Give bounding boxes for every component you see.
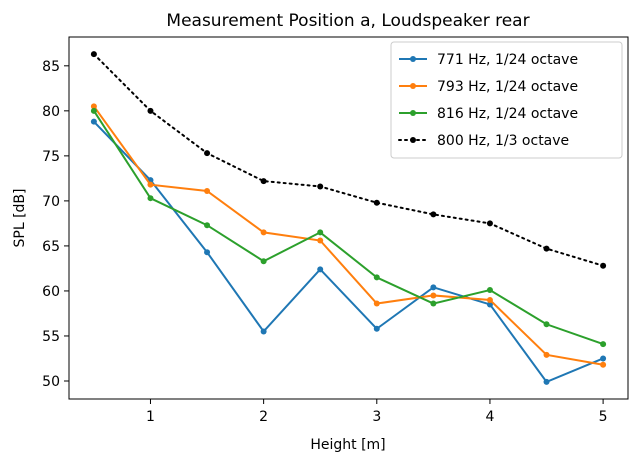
series-3-point [90,107,97,114]
legend-label: 816 Hz, 1/24 octave [437,106,578,122]
series-4-point [260,178,267,185]
legend-label: 800 Hz, 1/3 octave [437,133,569,149]
series-3-point [543,321,550,328]
series-1-point [90,118,97,125]
legend-swatch-marker [410,110,416,116]
series-3-point [260,258,267,265]
y-axis-label: SPL [dB] [12,189,28,248]
legend: 771 Hz, 1/24 octave 793 Hz, 1/24 octave 81… [390,41,623,159]
series-1-point [204,249,211,256]
series-1-point [260,328,267,335]
series-2-point [486,296,493,303]
x-tick-label: 3 [372,409,381,425]
legend-label: 793 Hz, 1/24 octave [437,79,578,95]
series-1-point [430,284,437,291]
y-tick-label: 80 [42,104,60,120]
series-1-point [486,301,493,308]
series-line-1 [93,120,604,384]
series-4-point [373,199,380,206]
series-4-point [317,183,324,190]
x-tick-label: 5 [599,409,608,425]
series-group [90,51,607,385]
series-1-point [600,355,607,362]
legend-box [390,41,623,159]
series-3-point [317,229,324,236]
series-2-point [543,351,550,358]
series-4-point [486,220,493,227]
y-tick-label: 65 [42,239,60,255]
chart-title: Measurement Position a, Loudspeaker rear [166,11,529,31]
series-3-point [204,222,211,229]
legend-swatch-marker [410,56,416,62]
series-1-point [373,325,380,332]
series-2-point [600,361,607,368]
series-3-point [486,287,493,294]
x-tick-label: 4 [485,409,494,425]
y-tick-label: 55 [42,329,60,345]
series-3-point [430,300,437,307]
y-tick-label: 85 [42,59,60,75]
y-tick-label: 70 [42,194,60,210]
series-4-point [600,262,607,269]
series-3-point [147,195,154,202]
series-2-point [204,187,211,194]
series-1-point [317,266,324,273]
series-4-point [543,245,550,252]
plot-frame [68,36,629,400]
series-2-point [317,237,324,244]
series-2-point [147,181,154,188]
series-4-point [204,150,211,157]
series-2-point [90,103,97,110]
y-tick-label: 50 [42,374,60,390]
series-2-point [260,229,267,236]
x-axis-label: Height [m] [310,437,385,453]
legend-label: 771 Hz, 1/24 octave [437,52,578,68]
series-4-point [430,211,437,218]
x-tick-label: 1 [146,409,155,425]
series-line-2 [93,105,604,366]
y-tick-label: 75 [42,149,60,165]
series-4-point [147,107,154,114]
series-4-point [90,51,97,58]
series-line-3 [93,110,604,346]
series-2-point [430,292,437,299]
series-2-point [373,300,380,307]
series-line-4 [92,53,605,267]
series-3-point [600,341,607,348]
x-tick-label: 2 [259,409,268,425]
series-3-point [373,274,380,281]
legend-swatch-marker [410,83,416,89]
y-tick-label: 60 [42,284,60,300]
series-1-point [543,378,550,385]
legend-swatch-marker [410,137,416,143]
